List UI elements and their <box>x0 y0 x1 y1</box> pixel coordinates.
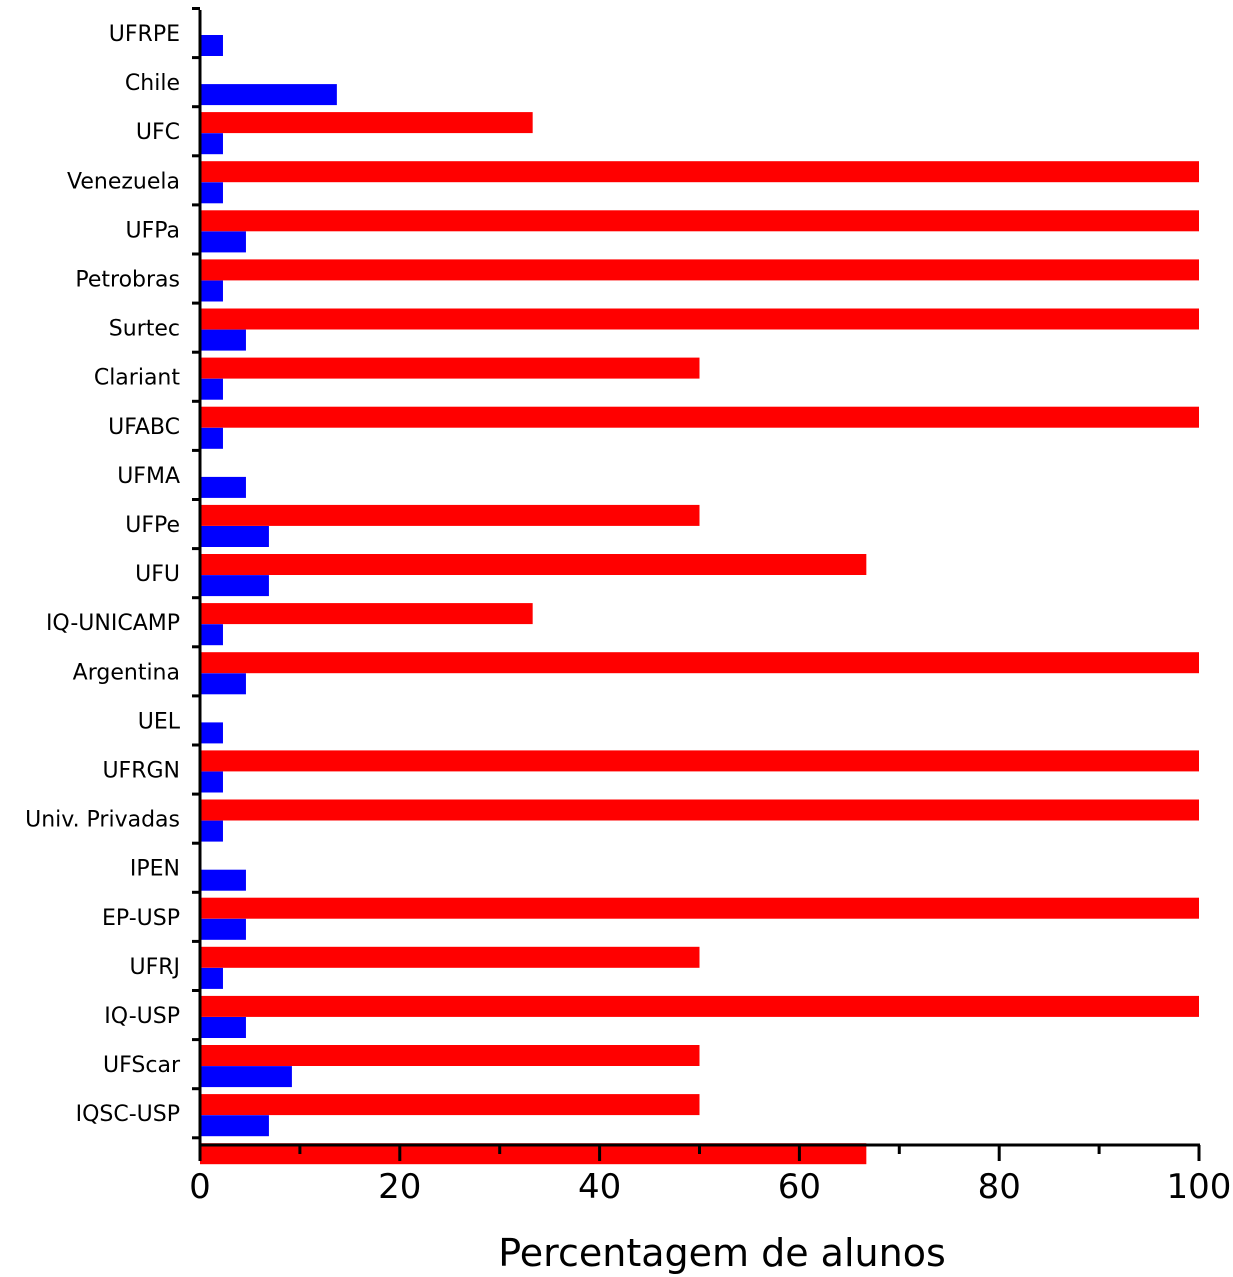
category-label: Clariant <box>94 366 181 391</box>
bar-red-9 <box>200 504 700 526</box>
axes-layer <box>192 7 1201 1161</box>
bar-blue-13 <box>200 673 246 695</box>
bar-red-14 <box>200 750 1199 772</box>
category-label: UFU <box>135 562 180 587</box>
category-label: UFRGN <box>102 759 180 784</box>
bar-blue-14 <box>200 722 223 744</box>
bar-red-2 <box>200 161 1199 183</box>
bar-blue-16 <box>200 820 223 842</box>
bar-red-11 <box>200 603 533 625</box>
x-tick-label: 40 <box>578 1167 621 1207</box>
x-tick-label: 60 <box>778 1167 821 1207</box>
bar-blue-6 <box>200 329 246 351</box>
bar-blue-7 <box>200 378 223 400</box>
bars-layer <box>200 35 1199 1165</box>
category-label: UFRPE <box>109 22 180 47</box>
bar-red-18 <box>200 946 700 968</box>
category-label: UEL <box>138 709 181 734</box>
x-axis-title: Percentagem de alunos <box>498 1231 946 1275</box>
labels-layer: UFRPE Chile UFC Venezuela UFPa Petrobras Surte… <box>25 22 1231 1207</box>
bar-red-6 <box>200 357 700 379</box>
bar-red-4 <box>200 259 1199 281</box>
bar-blue-8 <box>200 427 223 449</box>
category-label: IQ-USP <box>104 1004 180 1029</box>
bar-blue-11 <box>200 575 269 597</box>
bar-red-7 <box>200 406 1199 428</box>
category-label: UFPa <box>125 218 180 243</box>
bar-blue-1 <box>200 84 337 106</box>
bar-blue-9 <box>200 476 246 498</box>
category-label: UFScar <box>103 1053 181 1078</box>
bar-blue-2 <box>200 133 223 155</box>
bar-red-1 <box>200 112 533 134</box>
bar-red-17 <box>200 897 1199 919</box>
bar-blue-22 <box>200 1115 269 1137</box>
category-label: UFC <box>136 120 180 145</box>
x-tick-label: 20 <box>378 1167 421 1207</box>
bar-blue-19 <box>200 967 223 989</box>
bar-red-19 <box>200 995 1199 1017</box>
bar-red-15 <box>200 799 1199 821</box>
category-label: Surtec <box>109 317 180 342</box>
category-label: Univ. Privadas <box>25 808 180 833</box>
category-label: UFPe <box>125 513 180 538</box>
category-label: Venezuela <box>67 169 180 194</box>
bar-blue-21 <box>200 1066 292 1088</box>
bar-red-20 <box>200 1045 700 1066</box>
category-label: IQ-UNICAMP <box>46 611 180 636</box>
bar-blue-18 <box>200 918 246 940</box>
bar-blue-3 <box>200 182 223 204</box>
bar-blue-17 <box>200 869 246 891</box>
bar-red-21 <box>200 1094 700 1116</box>
category-label: UFRJ <box>129 955 180 980</box>
category-label: IQSC-USP <box>76 1102 180 1127</box>
bar-blue-20 <box>200 1017 246 1038</box>
bar-blue-5 <box>200 280 223 302</box>
category-label: Chile <box>125 71 180 96</box>
category-label: UFMA <box>117 464 180 489</box>
bar-blue-0 <box>200 35 223 56</box>
category-label: Argentina <box>73 660 180 685</box>
bar-blue-12 <box>200 624 223 646</box>
category-label: EP-USP <box>102 906 180 931</box>
bar-blue-10 <box>200 526 269 547</box>
x-tick-label: 0 <box>189 1167 211 1207</box>
bar-blue-4 <box>200 231 246 253</box>
bar-red-12 <box>200 652 1199 674</box>
x-tick-label: 100 <box>1167 1167 1232 1207</box>
category-label: UFABC <box>108 415 180 440</box>
bar-red-5 <box>200 308 1199 330</box>
bar-red-3 <box>200 210 1199 232</box>
category-label: IPEN <box>130 857 180 882</box>
bar-blue-15 <box>200 771 223 793</box>
category-label: Petrobras <box>75 268 180 293</box>
bar-red-10 <box>200 554 867 575</box>
x-tick-label: 80 <box>978 1167 1021 1207</box>
